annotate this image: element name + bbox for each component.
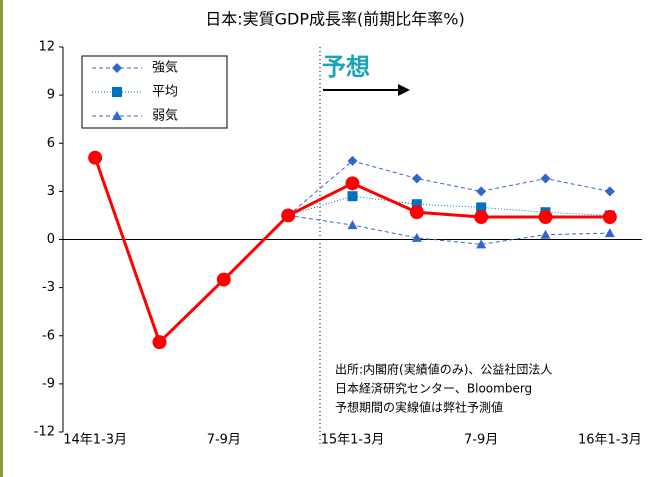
point [538, 210, 553, 225]
point [345, 176, 360, 191]
y-tick-label: 9 [47, 88, 55, 103]
y-tick-label: -6 [42, 328, 55, 343]
point [474, 210, 489, 225]
point [604, 186, 615, 197]
series-line [287, 160, 610, 216]
point [411, 232, 422, 242]
point [476, 239, 487, 249]
source-note: 日本経済研究センター、Bloomberg [335, 381, 532, 396]
point [347, 191, 358, 202]
point [476, 202, 487, 213]
legend-label: 弱気 [152, 108, 178, 124]
x-tick-label: 7-9月 [464, 433, 498, 448]
point [604, 228, 615, 238]
y-tick-label: 0 [47, 232, 55, 247]
y-tick-label: -9 [42, 376, 55, 391]
point [602, 210, 617, 225]
y-tick-label: -12 [34, 425, 55, 440]
series-line [288, 195, 610, 216]
point [409, 205, 424, 220]
point [88, 150, 103, 165]
y-tick-label: 6 [47, 136, 55, 151]
y-tick-label: -3 [42, 280, 55, 295]
point [112, 63, 122, 73]
point [216, 272, 231, 287]
forecast-arrow-head [398, 84, 410, 96]
x-tick-label: 14年1-3月 [63, 433, 127, 448]
point [411, 173, 422, 184]
x-tick-label: 15年1-3月 [321, 433, 385, 448]
series-line [288, 214, 610, 245]
point [112, 111, 122, 120]
legend-label: 平均 [152, 85, 178, 100]
x-tick-label: 16年1-3月 [578, 433, 642, 448]
point [152, 335, 167, 350]
point [112, 87, 122, 97]
point [411, 199, 422, 210]
side-border [0, 0, 3, 477]
legend-label: 強気 [152, 60, 178, 76]
source-note: 予想期間の実線値は弊社予測値 [335, 400, 503, 415]
y-tick-label: 3 [47, 184, 55, 199]
point [540, 229, 551, 239]
x-tick-label: 7-9月 [207, 433, 241, 448]
point [476, 186, 487, 197]
point [281, 208, 296, 223]
point [347, 155, 358, 166]
source-note: 出所:内閣府(実績値のみ)、公益社団法人 [335, 362, 552, 377]
forecast-label: 予想 [322, 53, 370, 81]
chart-title: 日本:実質GDP成長率(前期比年率%) [205, 10, 464, 29]
point [540, 173, 551, 184]
point [347, 220, 358, 230]
y-tick-label: 12 [38, 40, 55, 55]
